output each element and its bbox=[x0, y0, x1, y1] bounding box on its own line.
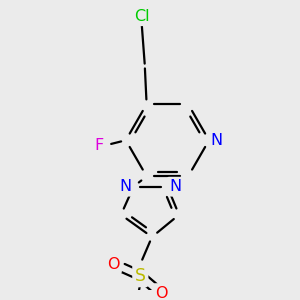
Text: O: O bbox=[107, 256, 119, 272]
Text: Cl: Cl bbox=[134, 9, 150, 24]
Text: O: O bbox=[155, 286, 168, 300]
Text: N: N bbox=[211, 133, 223, 148]
Text: S: S bbox=[135, 267, 146, 285]
Text: F: F bbox=[94, 138, 104, 153]
Text: N: N bbox=[120, 179, 132, 194]
Text: N: N bbox=[169, 179, 181, 194]
